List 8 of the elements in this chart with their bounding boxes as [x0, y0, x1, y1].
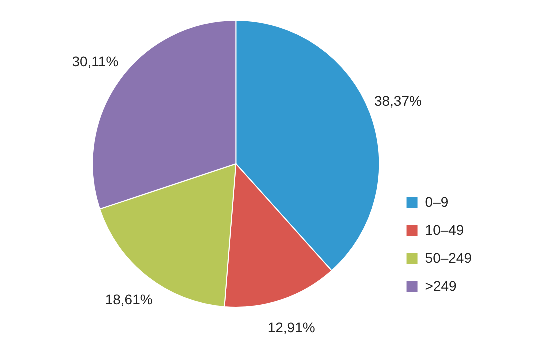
legend-label: >249	[425, 278, 458, 294]
data-label: 38,37%	[374, 92, 422, 109]
data-label: 30,11%	[72, 53, 119, 70]
legend-label: 10–49	[425, 222, 464, 238]
data-label: 18,61%	[105, 291, 153, 308]
data-label: 12,91%	[268, 319, 316, 336]
legend-label: 0–9	[425, 194, 449, 210]
legend-label: 50–249	[425, 250, 472, 266]
